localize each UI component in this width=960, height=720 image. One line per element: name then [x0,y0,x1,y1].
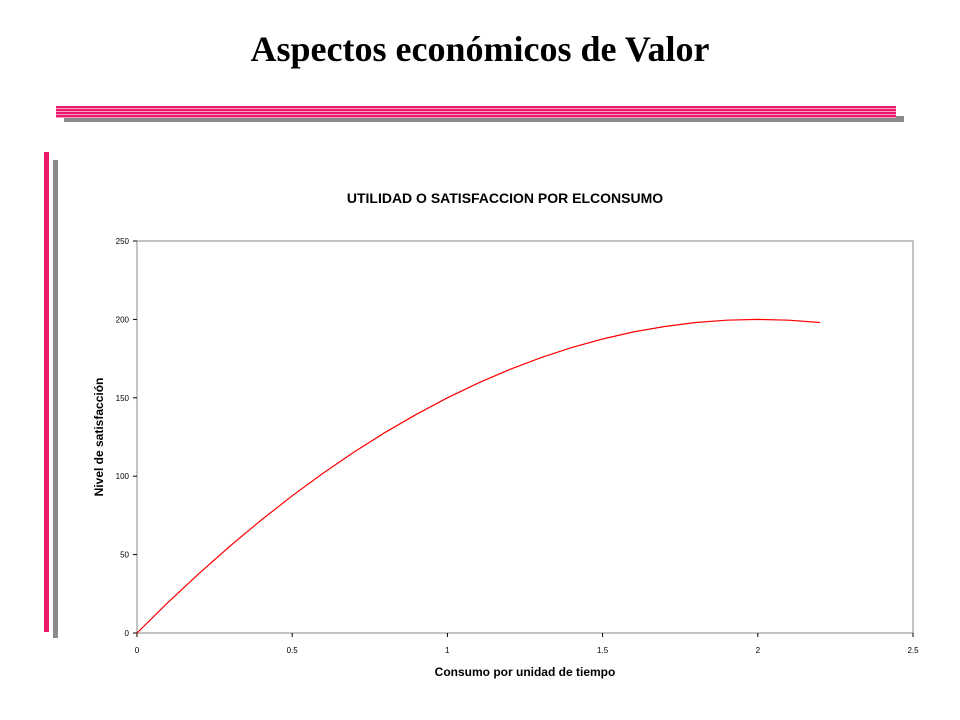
x-tick-label: 0 [135,646,140,655]
slide-title: Aspectos económicos de Valor [250,29,710,69]
y-tick-label: 200 [116,315,130,324]
title-rule-accent [56,106,896,118]
y-tick-label: 0 [125,629,130,638]
chart-title: UTILIDAD O SATISFACCION POR ELCONSUMO [347,190,663,206]
x-axis: 0 0.5 1 1.5 2 2.5 [135,633,919,655]
y-tick-label: 50 [120,551,129,560]
x-tick-label: 1.5 [597,646,609,655]
side-rule-accent [44,152,49,632]
series-line [136,318,820,634]
y-axis: 0 50 100 150 200 250 [116,237,137,638]
x-tick-label: 0.5 [287,646,299,655]
y-tick-label: 100 [116,472,130,481]
y-tick-label: 150 [116,394,130,403]
x-tick-label: 2 [756,646,761,655]
y-axis-label: Nivel de satisfacción [92,378,106,497]
side-rule-shadow [53,160,58,638]
x-tick-label: 1 [445,646,450,655]
x-axis-label: Consumo por unidad de tiempo [435,665,616,679]
x-tick-label: 2.5 [907,646,919,655]
plot-area [136,240,914,634]
y-tick-label: 250 [116,237,130,246]
title-rule-shadow [64,116,904,122]
